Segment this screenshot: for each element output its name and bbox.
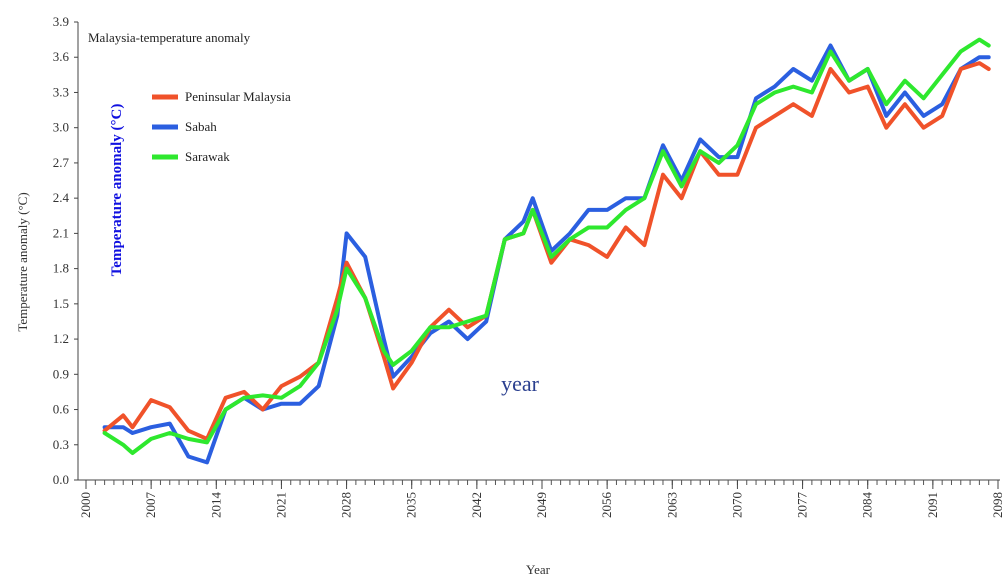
- y-tick-label: 1.8: [53, 261, 69, 276]
- x-tick-label: 2084: [860, 492, 875, 519]
- x-tick-label: 2014: [208, 492, 223, 519]
- x-tick-label: 2000: [78, 492, 93, 518]
- x-tick-label: 2035: [404, 492, 419, 518]
- x-ticks: 2000 2007 2014 2021 2028 2035 2042 2049 2056 2063…: [78, 480, 1005, 518]
- y-tick-label: 0.9: [53, 366, 69, 381]
- x-tick-label: 2028: [339, 492, 354, 518]
- y-ticks: 0.0 0.3 0.6 0.9 1.2 1.5 1.8 2.1 2.4 2.7 3.0 3.3 3.6 3…: [53, 14, 78, 487]
- y-tick-label: 3.3: [53, 84, 69, 99]
- series-line-peninsular-malaysia: [102, 61, 991, 441]
- x-tick-label: 2056: [599, 492, 614, 519]
- x-tick-label: 2098: [990, 492, 1005, 518]
- y-tick-label: 1.2: [53, 331, 69, 346]
- y-tick-label: 0.3: [53, 437, 69, 452]
- x-axis-title: Year: [526, 562, 551, 577]
- x-tick-label: 2070: [729, 492, 744, 518]
- x-tick-label: 2021: [273, 492, 288, 518]
- chart-title: Malaysia-temperature anomaly: [88, 30, 251, 45]
- x-tick-label: 2063: [664, 492, 679, 518]
- legend-label-sarawak: Sarawak: [185, 149, 230, 164]
- y-axis-title: Temperature anomaly (°C): [15, 192, 30, 331]
- y-tick-label: 2.7: [53, 155, 70, 170]
- x-tick-label: 2077: [795, 492, 810, 519]
- x-tick-label: 2091: [925, 492, 940, 518]
- x-tick-label: 2049: [534, 492, 549, 518]
- y-tick-label: 3.6: [53, 49, 70, 64]
- series-line-sarawak: [102, 37, 991, 455]
- legend-label-sabah: Sabah: [185, 119, 217, 134]
- axes: [77, 22, 1000, 481]
- x-tick-label: 2042: [469, 492, 484, 518]
- y-tick-label: 3.9: [53, 14, 69, 29]
- legend: Peninsular Malaysia Sabah Sarawak: [152, 89, 291, 164]
- y-tick-label: 2.1: [53, 225, 69, 240]
- y-tick-label: 1.5: [53, 296, 69, 311]
- x-axis-overlay-title: year: [501, 371, 540, 396]
- legend-label-peninsular: Peninsular Malaysia: [185, 89, 291, 104]
- y-tick-label: 0.0: [53, 472, 69, 487]
- y-axis-overlay-title: Temperature anomaly (°C): [109, 104, 125, 277]
- series-lines: [102, 37, 991, 465]
- x-tick-label: 2007: [143, 492, 158, 519]
- y-tick-label: 2.4: [53, 190, 70, 205]
- y-tick-label: 0.6: [53, 402, 70, 417]
- y-tick-label: 3.0: [53, 120, 69, 135]
